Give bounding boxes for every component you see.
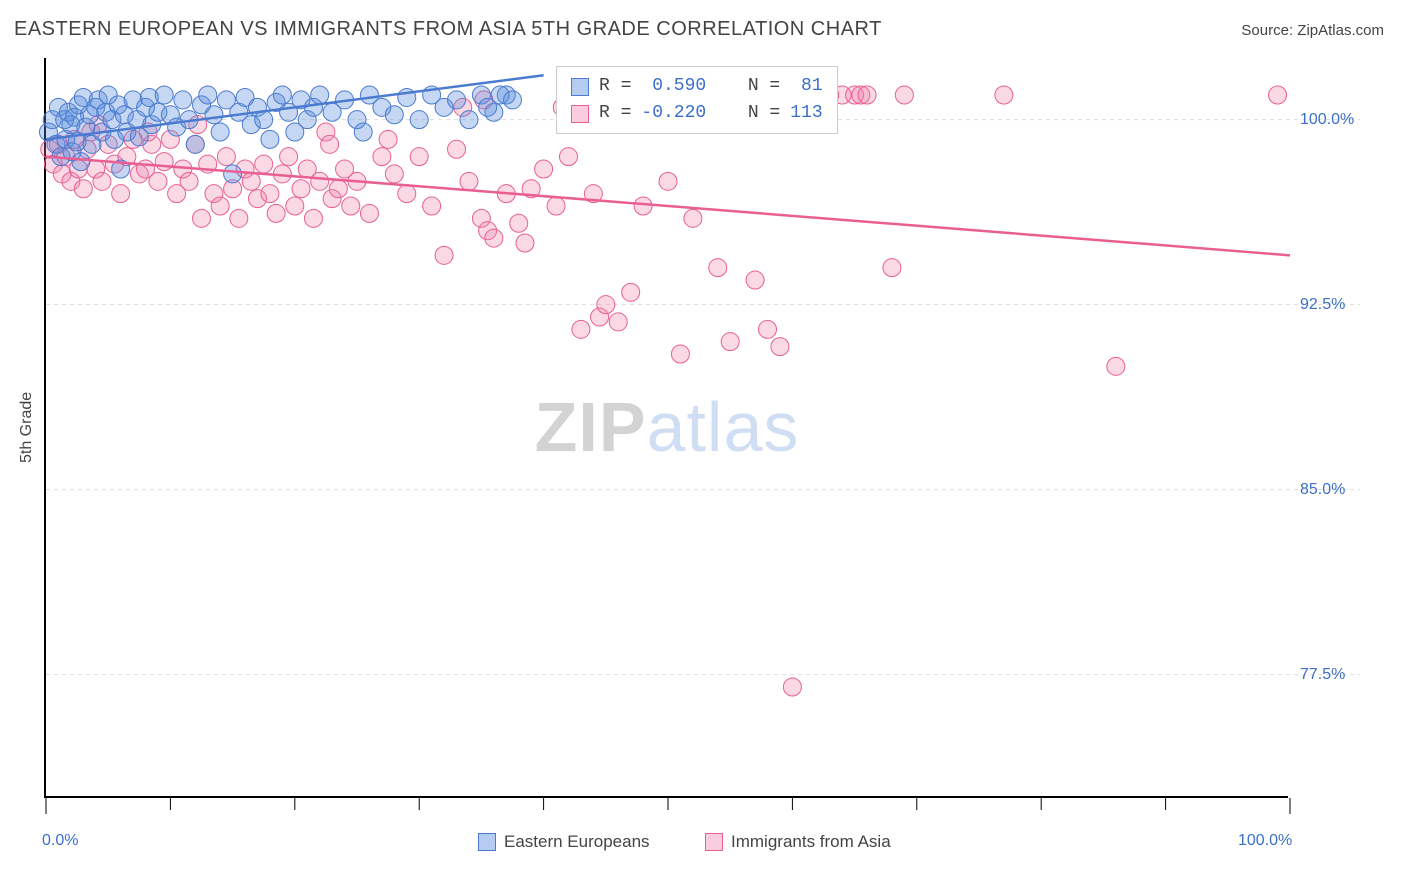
plot-svg	[46, 58, 1290, 798]
legend-label: Eastern Europeans	[504, 832, 650, 852]
source-name: ZipAtlas.com	[1297, 22, 1384, 39]
y-tick-label: 100.0%	[1300, 111, 1354, 129]
legend-swatch	[571, 78, 589, 96]
y-tick-label: 77.5%	[1300, 666, 1345, 684]
stats-row: R =-0.220 N =113	[571, 100, 823, 127]
source-attribution: Source: ZipAtlas.com	[1241, 22, 1384, 39]
y-axis-label: 5th Grade	[18, 392, 36, 463]
x-tick-label: 100.0%	[1238, 832, 1292, 850]
legend-item: Eastern Europeans	[478, 832, 650, 852]
legend-swatch	[478, 833, 496, 851]
legend-swatch	[705, 833, 723, 851]
legend-swatch	[571, 105, 589, 123]
correlation-stats-box: R = 0.590 N = 81R =-0.220 N =113	[556, 66, 838, 134]
y-tick-label: 92.5%	[1300, 296, 1345, 314]
scatter-plot-area: ZIPatlas R = 0.590 N = 81R =-0.220 N =11…	[44, 58, 1288, 798]
stats-row: R = 0.590 N = 81	[571, 73, 823, 100]
x-tick-label: 0.0%	[42, 832, 78, 850]
legend-label: Immigrants from Asia	[731, 832, 891, 852]
chart-title: EASTERN EUROPEAN VS IMMIGRANTS FROM ASIA…	[14, 18, 882, 41]
legend-item: Immigrants from Asia	[705, 832, 891, 852]
y-tick-label: 85.0%	[1300, 481, 1345, 499]
source-label: Source:	[1241, 22, 1297, 39]
